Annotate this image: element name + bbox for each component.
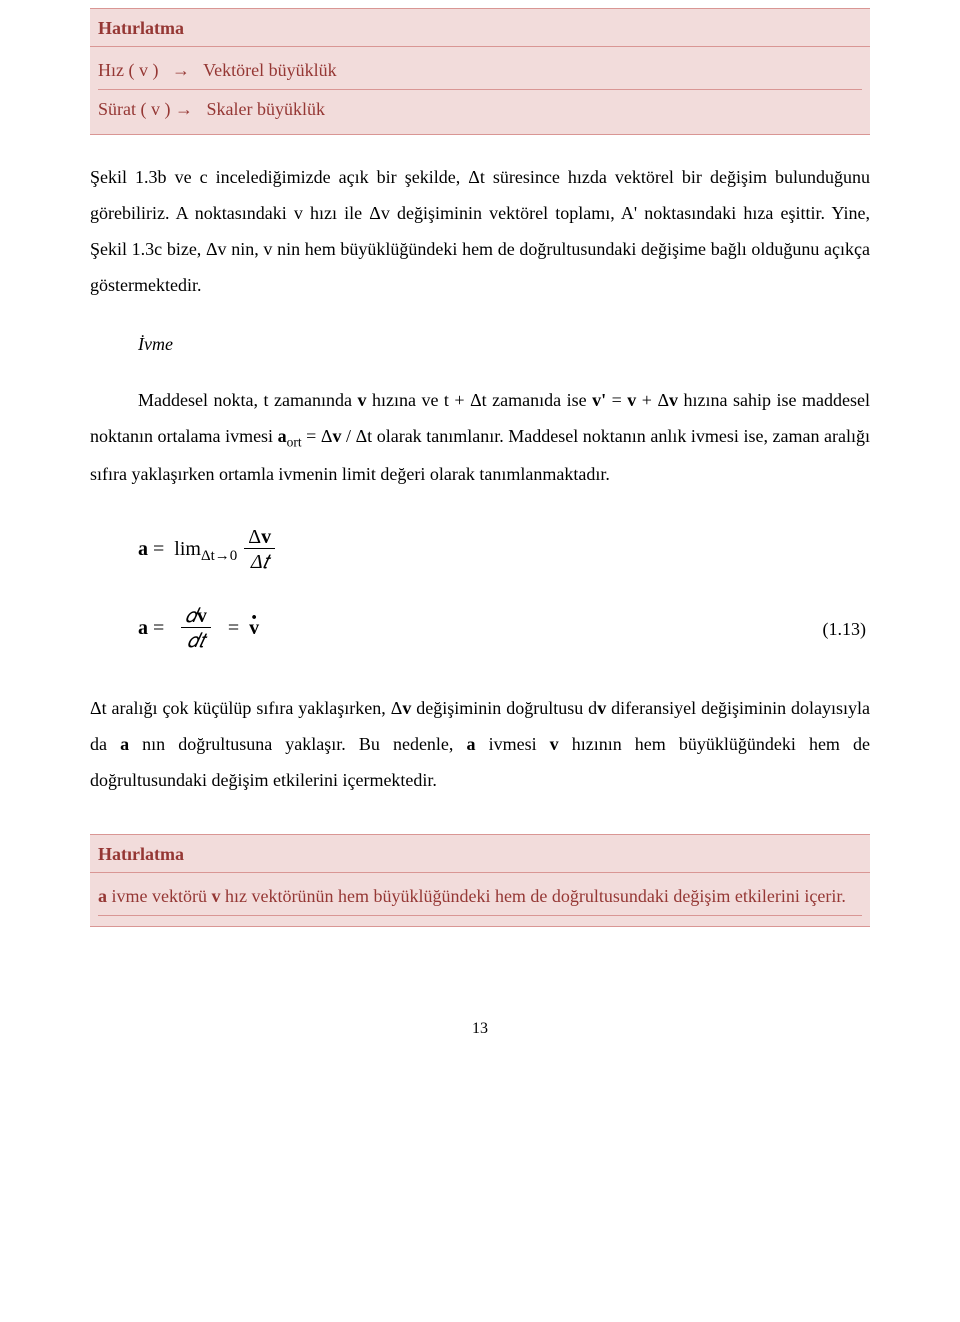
equation-derivative-row: a = 𝑑v 𝑑𝑡 = v (1.13) (138, 605, 870, 654)
paragraph-1: Şekil 1.3b ve c incelediğimizde açık bir… (90, 159, 870, 303)
equation-derivative: a = 𝑑v 𝑑𝑡 = v (138, 605, 259, 654)
reminder-line-2: Sürat ( v ) → Skaler büyüklük (98, 92, 862, 126)
v-dot: v (249, 613, 259, 643)
reminder-box-2: Hatırlatma a ivme vektörü v hız vektörün… (90, 834, 870, 927)
paragraph-2: Maddesel nokta, t zamanında v hızına ve … (90, 382, 870, 492)
reminder-line-1: Hız ( v ) → Vektörel büyüklük (98, 53, 862, 90)
reminder-title-2: Hatırlatma (98, 844, 184, 864)
equation-limit: a = limΔt→0 Δv Δ𝑡 (138, 526, 870, 575)
reminder-title: Hatırlatma (98, 18, 184, 38)
paragraph-3: Δt aralığı çok küçülüp sıfıra yaklaşırke… (90, 690, 870, 798)
reminder-title-row-2: Hatırlatma (90, 835, 870, 873)
fraction-dv-dt: 𝑑v 𝑑𝑡 (181, 605, 211, 654)
reminder-body-2: a ivme vektörü v hız vektörünün hem büyü… (90, 873, 870, 926)
fraction-dv-dt-delta: Δv Δ𝑡 (244, 526, 275, 575)
page-number: 13 (90, 1017, 870, 1041)
section-heading-ivme: İvme (138, 331, 870, 358)
reminder-box-1: Hatırlatma Hız ( v ) → Vektörel büyüklük… (90, 8, 870, 135)
equation-number: (1.13) (823, 616, 871, 643)
reminder-body: Hız ( v ) → Vektörel büyüklük Sürat ( v … (90, 47, 870, 134)
reminder-title-row: Hatırlatma (90, 9, 870, 47)
